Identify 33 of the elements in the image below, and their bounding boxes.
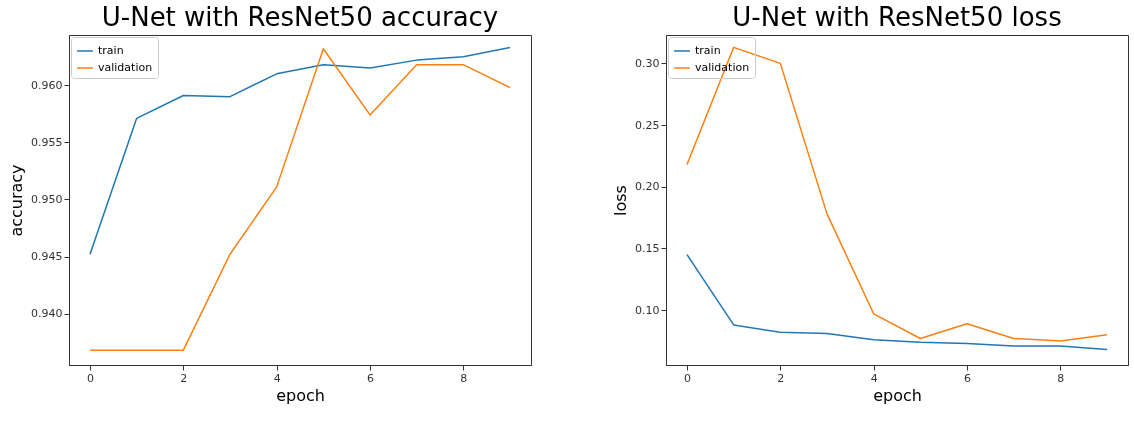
y-tick-label: 0.20 (635, 180, 660, 194)
chart-title: U-Net with ResNet50 accuracy (101, 2, 499, 32)
line-series (686, 46, 1108, 342)
y-axis-title: loss (611, 185, 631, 216)
y-tick-label: 0.955 (31, 135, 63, 149)
x-tick-label: 8 (460, 371, 468, 385)
y-tick-label: 0.945 (31, 250, 63, 264)
x-tick-label: 6 (367, 371, 374, 385)
chart-title: U-Net with ResNet50 loss (732, 2, 1062, 32)
legend-label: train (695, 44, 721, 57)
y-tick-label: 0.960 (31, 78, 63, 92)
x-tick-label: 6 (964, 371, 971, 385)
x-tick-label: 0 (87, 371, 94, 385)
y-tick-label: 0.25 (635, 118, 660, 132)
line-series (686, 253, 1108, 351)
y-tick-label: 0.15 (635, 241, 660, 255)
y-tick-label: 0.940 (31, 307, 63, 321)
x-tick-label: 8 (1057, 371, 1065, 385)
legend-label: train (98, 44, 124, 57)
y-tick-label: 0.30 (635, 56, 660, 70)
x-tick-label: 2 (180, 371, 188, 385)
x-tick-label: 4 (273, 371, 281, 385)
x-tick-label: 2 (777, 371, 785, 385)
y-axis-title: accuracy (7, 164, 27, 237)
legend-label: validation (98, 61, 153, 74)
x-tick-label: 0 (684, 371, 691, 385)
line-series (89, 47, 511, 351)
x-tick-label: 4 (870, 371, 878, 385)
x-axis-title: epoch (276, 385, 325, 405)
y-tick-label: 0.10 (635, 303, 660, 317)
y-tick-label: 0.950 (31, 192, 63, 206)
line-series (89, 46, 511, 255)
x-axis-title: epoch (873, 385, 922, 405)
